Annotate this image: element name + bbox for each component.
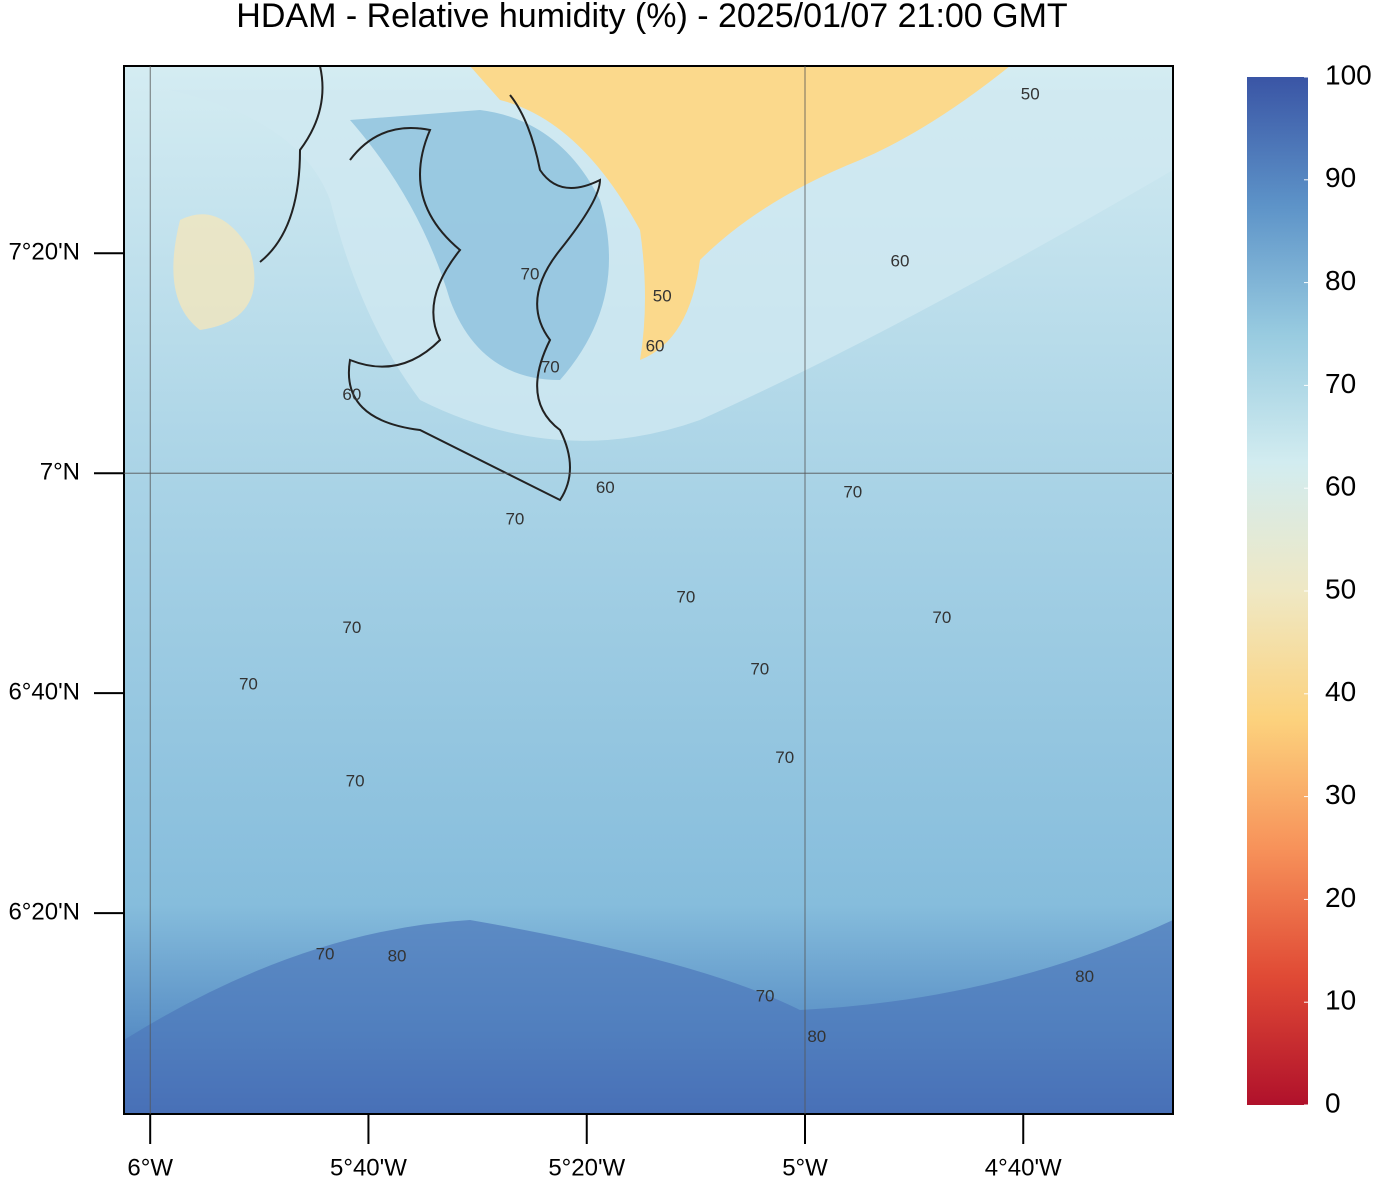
plot-frame [123,65,1174,1115]
contour-labels: 50 60 50 60 70 70 60 60 70 70 70 70 70 70 70 70 70 70 80 80… [239,85,1094,1046]
contour-label: 50 [653,286,672,305]
colorbar-label: 30 [1325,779,1356,810]
colorbar-label: 90 [1325,162,1356,193]
x-tick-label: 5°20'W [548,1154,625,1181]
colorbar-label: 60 [1325,471,1356,502]
contour-label: 70 [676,587,695,606]
x-tick-label: 5°W [782,1154,828,1181]
contour-label: 60 [890,251,909,270]
y-tick-label: 6°40'N [8,678,80,705]
contour-label: 70 [541,358,560,377]
contour-label: 70 [521,265,540,284]
contour-label: 70 [843,482,862,501]
colorbar-label: 10 [1325,985,1356,1016]
colorbar-label: 80 [1325,265,1356,296]
contour-label: 70 [346,772,365,791]
x-tick-label: 4°40'W [985,1154,1062,1181]
contour-label: 70 [239,675,258,694]
contour-label: 50 [1021,85,1040,104]
colorbar-label: 50 [1325,573,1356,604]
y-tick-label: 6°20'N [8,899,80,926]
contour-label: 70 [750,659,769,678]
colorbar-label: 0 [1325,1087,1341,1118]
contour-label: 60 [342,385,361,404]
colorbar-label: 20 [1325,882,1356,913]
colorbar-label: 100 [1325,59,1372,90]
contour-label: 70 [505,510,524,529]
humidity-field [124,66,1173,1114]
colorbar-label: 40 [1325,676,1356,707]
contour-label: 60 [596,478,615,497]
y-tick-label: 7°N [40,459,80,486]
contour-label: 70 [775,748,794,767]
colorbar [1247,77,1308,1105]
contour-label: 60 [646,337,665,356]
contour-label: 70 [756,987,775,1006]
contour-label: 70 [932,608,951,627]
y-tick-label: 7°20'N [8,239,80,266]
chart-title: HDAM - Relative humidity (%) - 2025/01/0… [236,0,1067,35]
contour-label: 70 [316,944,335,963]
x-tick-label: 5°40'W [330,1154,407,1181]
contour-label: 80 [807,1027,826,1046]
contour-label: 70 [342,618,361,637]
contour-label: 80 [388,946,407,965]
colorbar-label: 70 [1325,368,1356,399]
x-tick-label: 6°W [127,1154,173,1181]
contour-label: 80 [1075,967,1094,986]
